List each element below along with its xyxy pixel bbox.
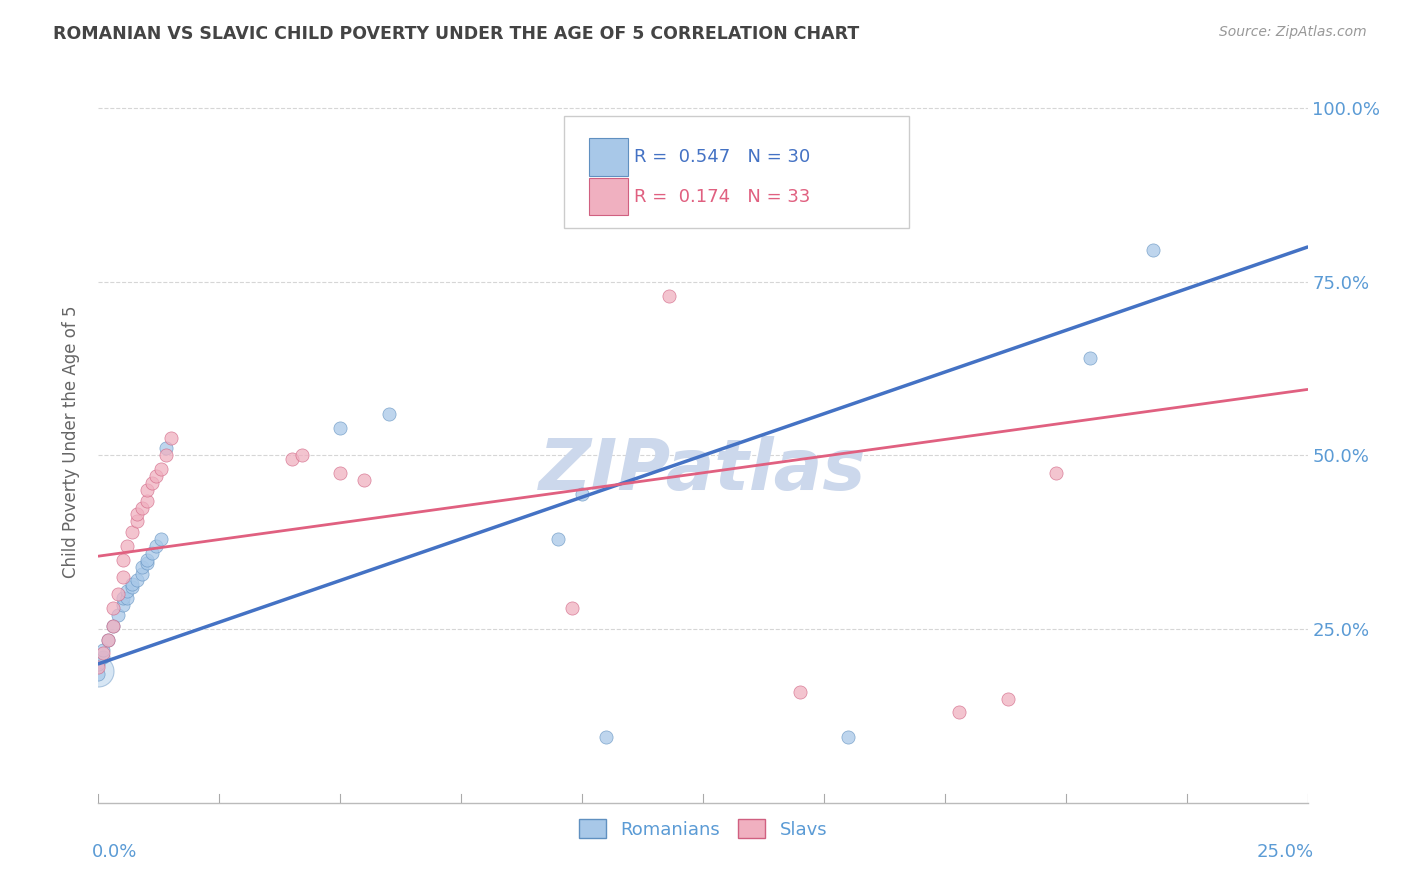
Point [581,174,603,188]
Point [111,570,134,584]
Point [658,288,681,302]
Point [160,431,183,445]
Point [97,632,120,647]
Point [111,598,134,612]
Point [91,649,114,664]
Point [101,618,124,632]
Point [789,684,811,698]
Point [377,407,399,421]
Point [281,451,304,466]
Point [111,552,134,566]
Point [131,566,153,581]
Text: 0.0%: 0.0% [93,843,138,861]
Point [135,552,157,566]
Point [1142,244,1164,258]
Point [91,647,114,661]
Text: R =  0.174   N = 33: R = 0.174 N = 33 [634,187,810,205]
Point [353,473,375,487]
FancyBboxPatch shape [589,178,628,215]
Point [121,577,143,591]
FancyBboxPatch shape [589,138,628,176]
Point [131,559,153,574]
Point [837,730,859,744]
Point [595,730,617,744]
Y-axis label: Child Poverty Under the Age of 5: Child Poverty Under the Age of 5 [62,305,80,578]
Point [547,532,569,546]
Point [561,601,583,615]
Point [610,156,633,170]
Point [101,601,124,615]
Point [127,515,149,529]
Point [87,664,110,678]
Point [111,591,134,605]
Point [155,449,177,463]
Point [155,442,177,456]
Point [1045,466,1067,480]
Point [329,466,352,480]
Point [87,657,110,671]
Text: ROMANIAN VS SLAVIC CHILD POVERTY UNDER THE AGE OF 5 CORRELATION CHART: ROMANIAN VS SLAVIC CHILD POVERTY UNDER T… [53,25,859,43]
Point [290,449,312,463]
Point [1078,351,1101,366]
Point [145,469,167,483]
Point [107,587,129,601]
Point [628,139,651,153]
Point [131,500,153,515]
Point [117,591,139,605]
Point [141,476,163,491]
FancyBboxPatch shape [564,116,908,228]
Point [127,574,149,588]
Point [997,691,1019,706]
Point [87,667,110,681]
Point [101,618,124,632]
Point [117,583,139,598]
Point [121,581,143,595]
Point [121,524,143,539]
Text: Source: ZipAtlas.com: Source: ZipAtlas.com [1219,25,1367,39]
Legend: Romanians, Slavs: Romanians, Slavs [571,812,835,846]
Point [127,508,149,522]
Point [329,420,352,434]
Point [87,660,110,674]
Point [135,483,157,498]
Point [97,632,120,647]
Point [91,643,114,657]
Point [107,608,129,623]
Point [571,486,593,500]
Text: 25.0%: 25.0% [1257,843,1313,861]
Point [948,706,970,720]
Point [117,539,139,553]
Point [135,556,157,570]
Point [141,546,163,560]
Point [150,532,173,546]
Text: ZIPatlas: ZIPatlas [540,436,866,505]
Point [150,462,173,476]
Point [135,493,157,508]
Text: R =  0.547   N = 30: R = 0.547 N = 30 [634,148,810,166]
Point [145,539,167,553]
